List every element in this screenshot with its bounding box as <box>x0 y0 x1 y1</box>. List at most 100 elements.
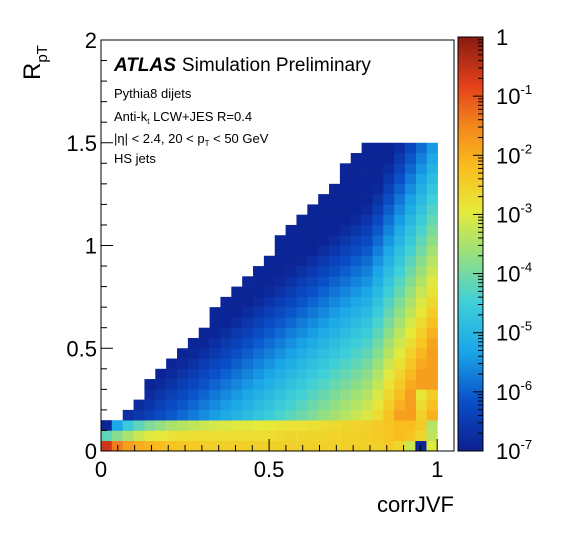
heatmap-cell <box>263 358 276 370</box>
heatmap-cell <box>263 409 276 421</box>
y-axis: 0 0.5 1 1.5 2 <box>66 28 113 464</box>
heatmap-cell <box>426 430 438 442</box>
heatmap-cell <box>220 317 232 328</box>
y-tick-label: 1 <box>85 234 97 259</box>
heatmap-cell <box>394 235 406 246</box>
heatmap-cell <box>307 235 319 246</box>
heatmap-cell <box>383 142 395 154</box>
heatmap-cell <box>405 327 417 339</box>
heatmap-cell <box>307 337 319 349</box>
heatmap-cell <box>242 399 254 411</box>
heatmap-cell <box>274 430 286 442</box>
heatmap-cell <box>405 142 417 154</box>
heatmap-cell <box>415 183 428 195</box>
heatmap-cell <box>361 163 373 174</box>
heatmap-cell <box>187 337 200 349</box>
heatmap-cell <box>253 296 265 308</box>
heatmap-cell <box>415 348 428 359</box>
heatmap-cell <box>372 379 384 390</box>
heatmap-cell <box>252 440 265 451</box>
heatmap-cell <box>274 368 286 380</box>
heatmap-cell <box>318 358 330 370</box>
heatmap-cell <box>263 348 276 359</box>
heatmap-cell <box>350 440 362 451</box>
heatmap-cell <box>155 399 167 411</box>
heatmap-cell <box>166 379 178 390</box>
heatmap-cell <box>209 420 221 431</box>
heatmap-cell <box>405 337 417 349</box>
heatmap-cell <box>220 379 232 390</box>
heatmap-cell <box>394 266 406 277</box>
heatmap-cell <box>426 420 438 431</box>
heatmap-cell <box>383 430 395 442</box>
heatmap-cell <box>361 276 373 287</box>
heatmap-cell <box>285 296 297 308</box>
heatmap-cell <box>426 348 438 359</box>
heatmap-cell <box>350 327 362 339</box>
heatmap-cell <box>415 337 428 349</box>
heatmap-cell <box>253 368 265 380</box>
heatmap-cell <box>177 409 189 421</box>
heatmap-cell <box>394 173 406 185</box>
heatmap-cell <box>361 153 373 164</box>
heatmap-cell <box>383 399 395 411</box>
heatmap-cell <box>176 420 189 431</box>
heatmap-cell <box>307 379 319 390</box>
heatmap-cell <box>231 420 243 431</box>
heatmap-cell <box>220 389 232 400</box>
heatmap-cell <box>231 440 243 451</box>
heatmap-cell <box>339 420 351 431</box>
heatmap-cell <box>372 163 384 174</box>
heatmap-cell <box>285 409 297 421</box>
x-tick-label: 1 <box>431 457 443 482</box>
heatmap-cell <box>361 327 373 339</box>
heatmap-cell <box>361 348 373 359</box>
heatmap-cell <box>220 307 232 318</box>
heatmap-cell <box>415 307 428 318</box>
heatmap-cell <box>231 337 243 349</box>
heatmap-cell <box>242 307 254 318</box>
heatmap-cell <box>242 317 254 328</box>
heatmap-cell <box>339 307 352 318</box>
heatmap-cell <box>394 255 406 267</box>
colorbar-tick-label: 10-7 <box>496 437 532 464</box>
heatmap-cell <box>144 389 156 400</box>
heatmap-cell <box>285 245 297 257</box>
colorbar-tick-label: 10-1 <box>496 82 532 109</box>
heatmap-cell <box>241 420 254 431</box>
heatmap-cell <box>307 409 319 421</box>
heatmap-cell <box>426 307 438 318</box>
heatmap-cell <box>231 430 243 442</box>
heatmap-cell <box>285 399 297 411</box>
heatmap-cell <box>329 224 341 236</box>
heatmap-cell <box>263 296 276 308</box>
heatmap-cell <box>383 224 395 236</box>
heatmap-cell <box>187 358 200 370</box>
heatmap-cell <box>405 307 417 318</box>
heatmap-cell <box>209 337 221 349</box>
heatmap-cell <box>350 296 362 308</box>
heatmap-cell <box>253 409 265 421</box>
heatmap-cell <box>231 286 243 298</box>
heatmap-cell <box>383 214 395 226</box>
heatmap-cell <box>318 286 330 298</box>
heatmap-cell <box>339 327 352 339</box>
heatmap-cell <box>328 430 340 442</box>
heatmap-cell <box>187 409 200 421</box>
heatmap-cell <box>350 194 362 205</box>
heatmap-cell <box>318 409 330 421</box>
heatmap-cell <box>198 409 210 421</box>
heatmap-cell <box>263 276 276 287</box>
heatmap-cell <box>415 235 428 246</box>
heatmap-cell <box>318 348 330 359</box>
heatmap-cell <box>220 368 232 380</box>
heatmap-cell <box>198 379 210 390</box>
heatmap-cell <box>405 204 417 215</box>
heatmap-cell <box>361 194 373 205</box>
heatmap-cell <box>394 389 406 400</box>
heatmap-cell <box>263 337 276 349</box>
heatmap-cell <box>296 307 308 318</box>
heatmap-cell <box>307 317 319 328</box>
heatmap-cell <box>285 327 297 339</box>
heatmap-cell <box>383 153 395 164</box>
